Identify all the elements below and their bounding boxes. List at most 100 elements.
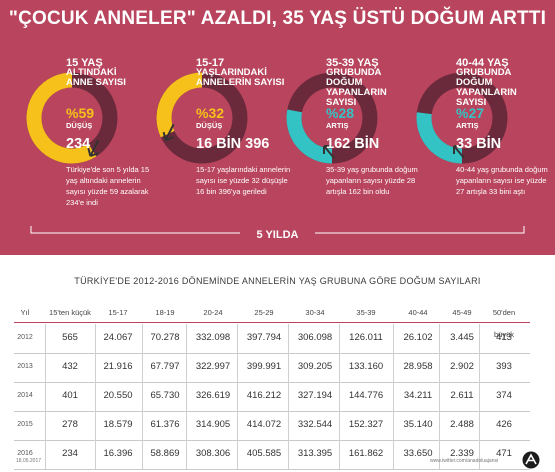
year-cell: 2016	[17, 450, 33, 457]
table-cell: 161.862	[348, 448, 384, 459]
stat-value: 16 BİN 396	[196, 136, 270, 152]
table-cell: 2.611	[450, 390, 474, 401]
stat-heading: 35-39 YAŞ GRUBUNDA DOĞUM YAPANLARIN SAYI…	[326, 57, 387, 108]
table-cell: 332.544	[297, 419, 333, 430]
column-header: 30-34	[305, 308, 325, 317]
stat-percent: %59	[66, 105, 95, 121]
stat-description: Türkiye'de son 5 yılda 15 yaş altındaki …	[66, 165, 150, 207]
table-cell: 35.140	[403, 419, 433, 430]
table-cell: 308.306	[195, 448, 231, 459]
row-divider	[14, 353, 530, 354]
column-header: Yıl	[20, 308, 30, 317]
table-cell: 565	[62, 332, 78, 343]
column-divider	[186, 324, 187, 469]
stat-heading: 15 YAŞ ALTINDAKİ ANNE SAYISI	[66, 57, 126, 88]
table-cell: 374	[496, 390, 512, 401]
column-header: 20-24	[203, 308, 223, 317]
arrow-down-icon	[87, 139, 100, 158]
table-header-row: Yıl 15'ten küçük 15-17 18-19 20-24 25-29 30-34…	[0, 302, 555, 339]
stat-percent: %27	[456, 105, 485, 121]
stat-heading: 15-17 YAŞLARINDAKİ ANNELERİN SAYISI	[196, 57, 285, 88]
stat-15-17: 15-17 YAŞLARINDAKİ ANNELERİN SAYISI %32 …	[152, 57, 290, 223]
table-cell: 314.905	[195, 419, 231, 430]
period-bracket	[30, 226, 525, 234]
infographic-header-panel: "ÇOCUK ANNELER" AZALDI, 35 YAŞ ÜSTÜ DOĞU…	[0, 0, 555, 255]
table-cell: 58.869	[150, 448, 180, 459]
ring-fill	[26, 72, 97, 164]
column-divider	[237, 324, 238, 469]
table-cell: 393	[496, 361, 512, 372]
row-divider	[14, 382, 530, 383]
table-cell: 322.997	[195, 361, 231, 372]
table-cell: 24.067	[103, 332, 133, 343]
donut-ring-icon	[26, 72, 118, 164]
footer-site: www.twitter.com/anadoluajansi	[430, 458, 499, 464]
table-cell: 309.205	[297, 361, 333, 372]
table-cell: 397.794	[246, 332, 282, 343]
year-cell: 2012	[17, 334, 33, 341]
stat-under-15: 15 YAŞ ALTINDAKİ ANNE SAYISI %59 DÜŞÜŞ 2…	[22, 58, 157, 223]
column-header: 50'den büyük	[492, 308, 516, 339]
table-cell: 471	[496, 448, 512, 459]
year-cell: 2014	[17, 392, 33, 399]
footer-date: 18.05.2017	[16, 458, 42, 464]
table-row: 2016 234 16.396 58.869 308.306 405.585 313.395…	[0, 443, 555, 465]
stat-percent: %28	[326, 105, 355, 121]
table-cell: 16.396	[103, 448, 133, 459]
stat-value: 33 BİN	[456, 136, 502, 152]
table-cell: 61.376	[150, 419, 180, 430]
ring-fill	[286, 109, 333, 164]
stat-percent: %32	[196, 105, 225, 121]
table-cell: 332.098	[195, 332, 231, 343]
table-cell: 278	[62, 419, 78, 430]
column-divider	[142, 324, 143, 469]
table-cell: 327.194	[297, 390, 333, 401]
table-cell: 20.550	[103, 390, 133, 401]
table-cell: 126.011	[349, 332, 383, 343]
column-header: 15'ten küçük	[49, 308, 91, 317]
donut-ring-icon	[286, 72, 378, 164]
column-header: 25-29	[254, 308, 274, 317]
arrow-up-icon	[453, 145, 465, 159]
stat-description: 35-39 yaş grubunda doğum yapanların sayı…	[326, 165, 418, 196]
column-header: 35-39	[356, 308, 376, 317]
table-row: 2012 565 24.067 70.278 332.098 397.794 306.098…	[0, 327, 555, 349]
column-divider	[288, 324, 289, 469]
table-cell: 405.585	[246, 448, 282, 459]
stat-change-label: DÜŞÜŞ	[196, 121, 223, 130]
stat-description: 40-44 yaş grubunda doğum yapanların sayı…	[456, 165, 548, 196]
table-cell: 2.488	[450, 419, 474, 430]
table-cell: 65.730	[150, 390, 180, 401]
year-cell: 2015	[17, 421, 33, 428]
row-divider	[14, 469, 530, 470]
table-cell: 18.579	[103, 419, 133, 430]
table-cell: 67.797	[150, 361, 180, 372]
stat-change-label: DÜŞÜŞ	[66, 121, 93, 130]
header-underline	[14, 322, 530, 323]
donut-ring-icon	[416, 72, 508, 164]
table-title: TÜRKİYE'DE 2012-2016 DÖNEMİNDE ANNELERİN…	[74, 276, 481, 286]
table-cell: 399.991	[246, 361, 282, 372]
stat-40-44: 40-44 YAŞ GRUBUNDA DOĞUM YAPANLARIN SAYI…	[412, 58, 548, 223]
table-cell: 133.160	[348, 361, 384, 372]
row-divider	[14, 440, 530, 441]
table-cell: 152.327	[348, 419, 384, 430]
table-cell: 313.395	[297, 448, 333, 459]
column-divider	[339, 324, 340, 469]
table-cell: 2.339	[450, 448, 474, 459]
column-header: 40-44	[408, 308, 428, 317]
table-cell: 3.445	[450, 332, 474, 343]
column-header: 18-19	[155, 308, 175, 317]
table-cell: 144.776	[348, 390, 384, 401]
table-cell: 2.902	[450, 361, 474, 372]
stat-value: 234	[66, 136, 91, 152]
donut-ring-icon	[156, 72, 248, 164]
main-title: "ÇOCUK ANNELER" AZALDI, 35 YAŞ ÜSTÜ DOĞU…	[8, 8, 547, 29]
column-divider	[439, 324, 440, 469]
table-cell: 413	[496, 332, 512, 343]
column-divider	[95, 324, 96, 469]
table-cell: 432	[62, 361, 78, 372]
table-cell: 401	[62, 390, 78, 401]
row-divider	[14, 411, 530, 412]
table-cell: 416.212	[246, 390, 282, 401]
